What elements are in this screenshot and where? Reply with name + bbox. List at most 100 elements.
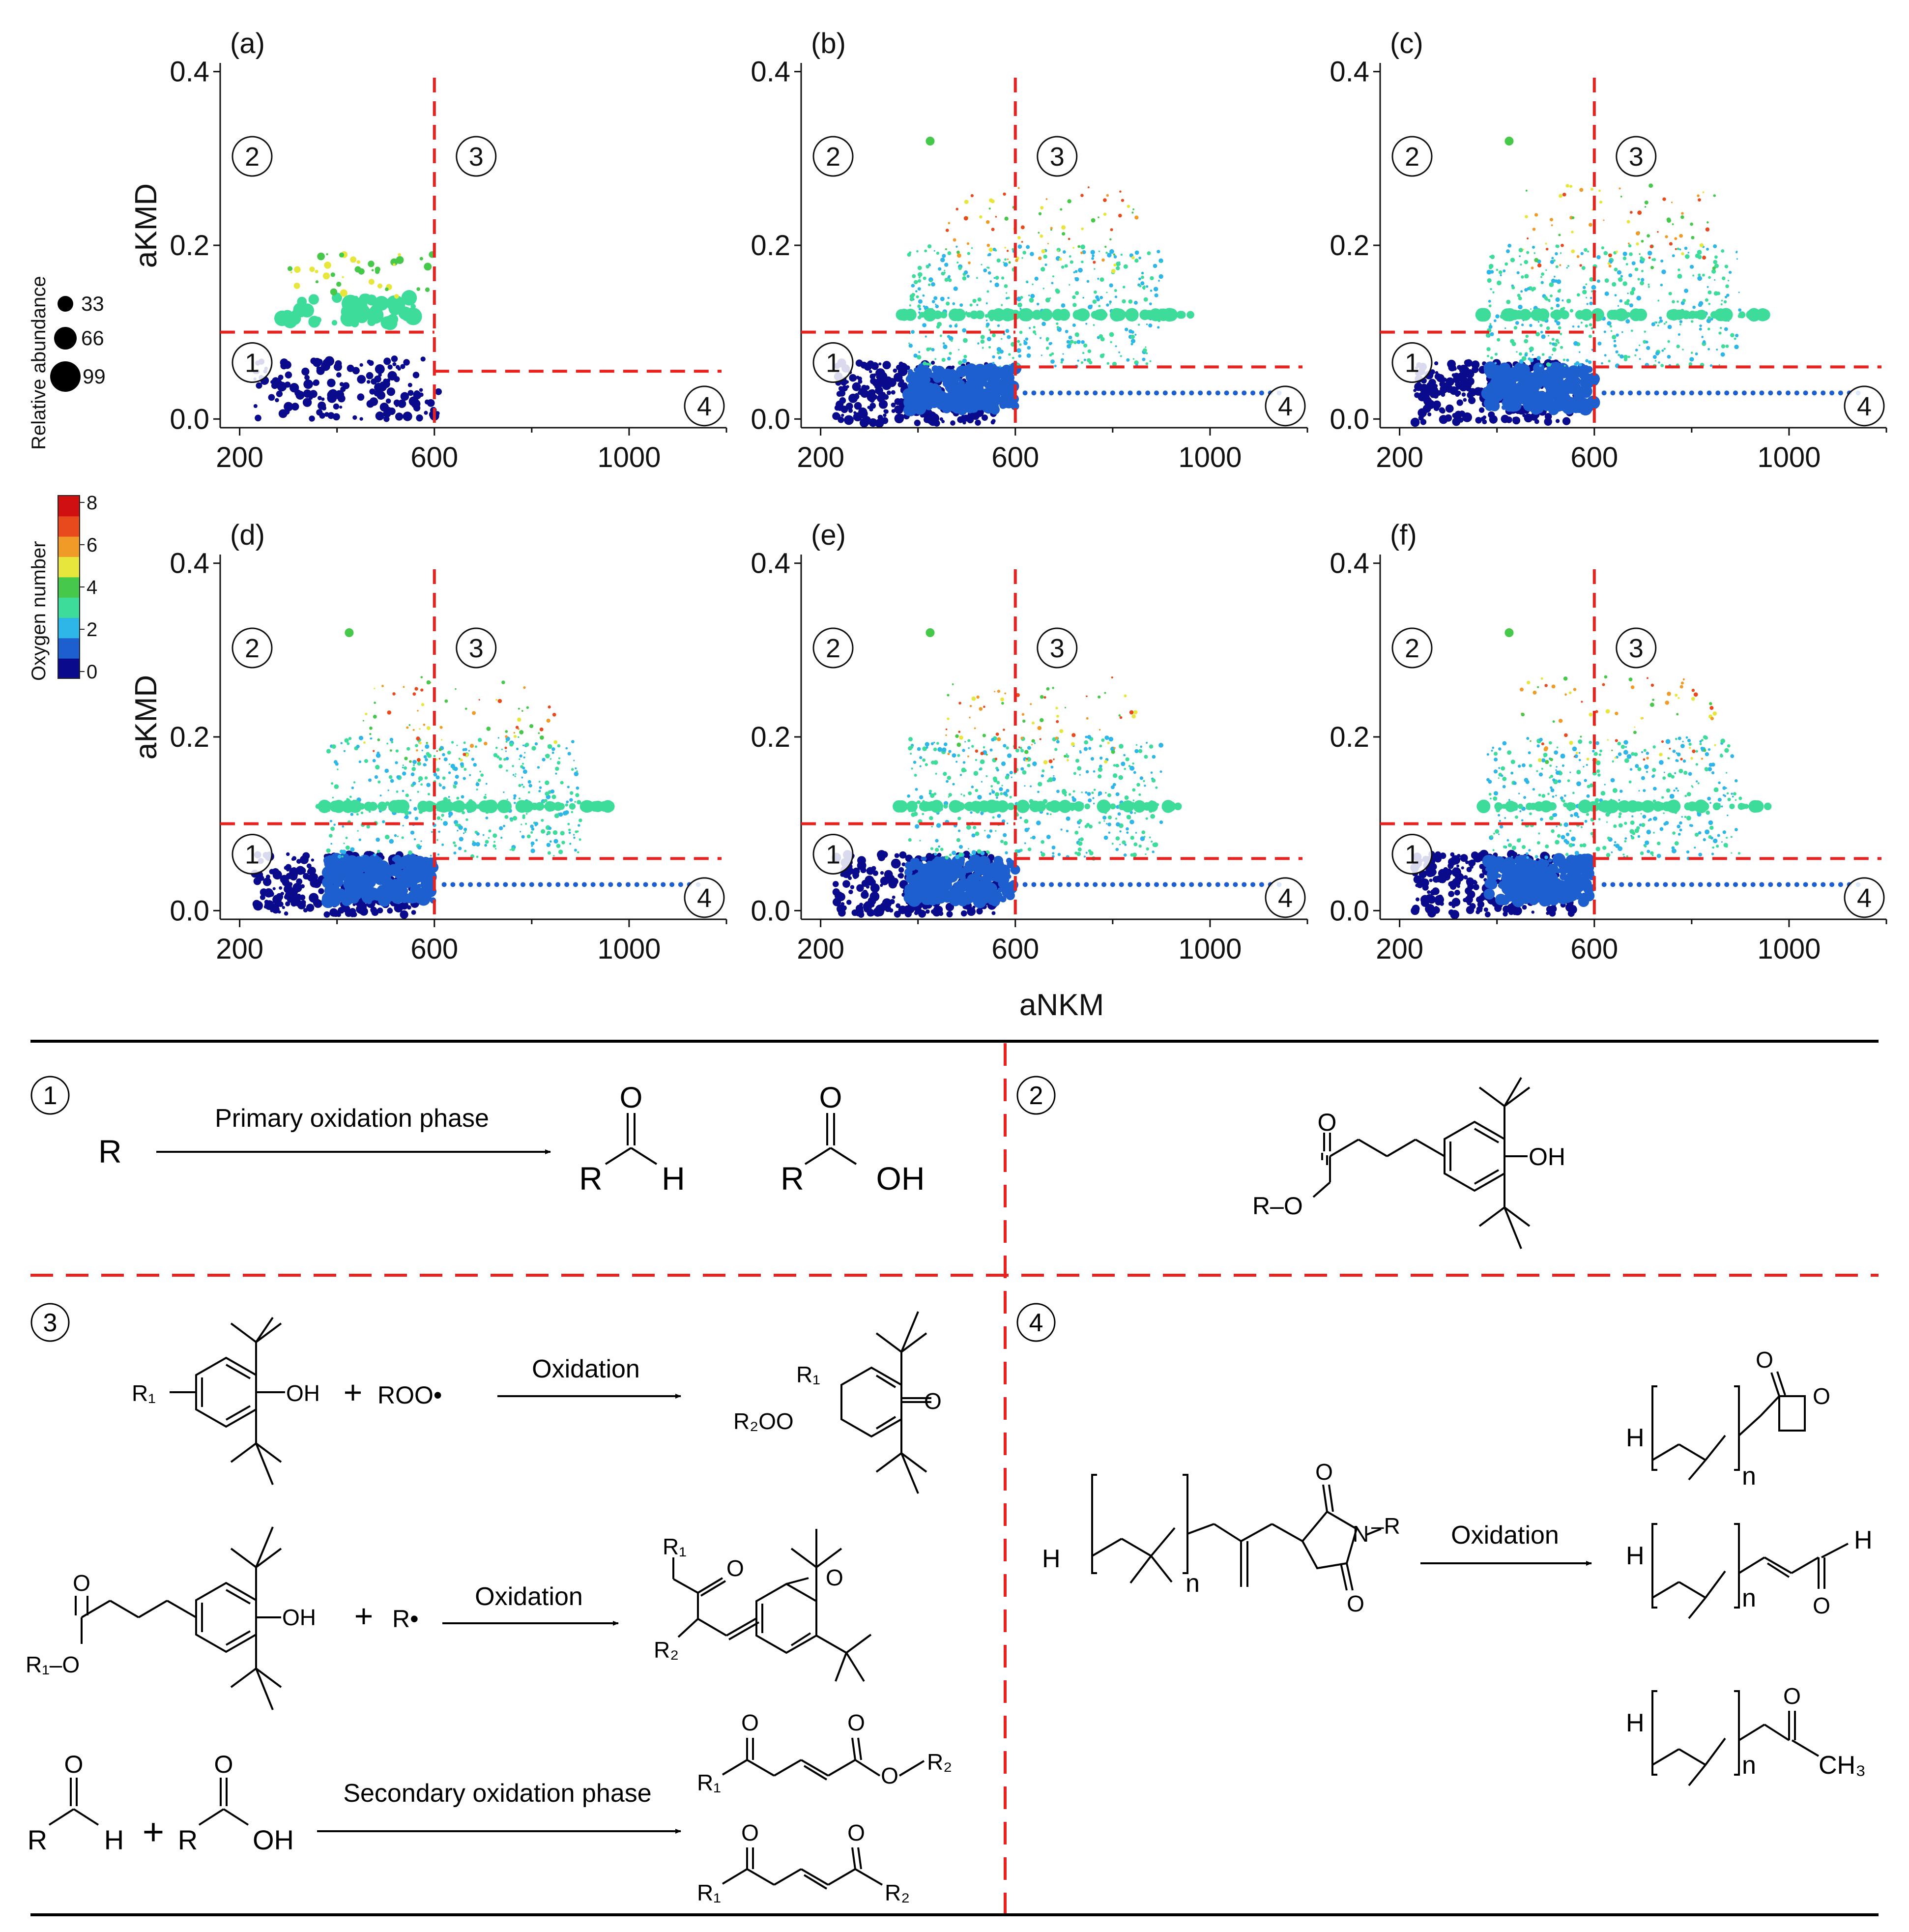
data-point (856, 912, 860, 916)
data-point (1442, 388, 1446, 392)
data-point (401, 887, 408, 894)
data-point (1692, 274, 1695, 277)
data-point (950, 339, 953, 342)
data-point (983, 705, 985, 708)
data-point (1022, 390, 1028, 396)
data-point (464, 748, 467, 751)
data-point (1093, 789, 1096, 791)
data-point (1109, 332, 1114, 337)
data-point (1056, 325, 1060, 329)
data-point (1112, 783, 1116, 787)
data-point (327, 412, 335, 419)
data-point (545, 754, 550, 759)
data-point (485, 804, 490, 809)
data-point (878, 362, 882, 366)
data-point (923, 276, 926, 280)
data-point (1498, 362, 1511, 375)
data-point (1657, 231, 1659, 233)
data-point (958, 370, 965, 377)
data-point (1026, 281, 1029, 284)
data-point (336, 372, 342, 378)
data-point (414, 865, 428, 879)
data-point (380, 415, 384, 419)
data-point (410, 304, 416, 309)
data-point (1582, 290, 1587, 294)
data-point (334, 784, 339, 790)
data-point (977, 342, 980, 345)
data-point (1636, 295, 1642, 301)
data-point (1558, 376, 1563, 382)
data-point (1083, 747, 1088, 751)
data-point (1147, 251, 1151, 256)
data-point (395, 857, 407, 870)
data-point (1114, 295, 1118, 298)
data-point (494, 882, 499, 887)
data-point (1486, 347, 1491, 351)
data-point (945, 734, 947, 736)
data-point (923, 361, 927, 366)
data-point (357, 830, 359, 832)
data-point (1578, 351, 1581, 353)
data-point (884, 870, 893, 879)
data-point (529, 882, 534, 887)
data-point (1663, 390, 1668, 396)
data-point (547, 831, 551, 835)
data-point (1004, 692, 1007, 695)
data-point (1066, 755, 1070, 758)
x-tick-label: 600 (991, 933, 1039, 965)
data-point (1698, 198, 1701, 202)
region-boundaries (220, 78, 722, 428)
data-point (564, 810, 569, 815)
data-point (1628, 390, 1633, 396)
data-point (320, 361, 330, 371)
data-point (469, 774, 471, 776)
data-point (1046, 687, 1050, 691)
data-point (1110, 803, 1116, 810)
data-point (459, 837, 463, 842)
data-point (299, 855, 309, 864)
data-point (1613, 344, 1617, 348)
data-point (1087, 792, 1091, 796)
data-point (366, 372, 374, 380)
data-point (956, 802, 965, 811)
data-point (1626, 220, 1630, 224)
data-point (1608, 359, 1611, 363)
data-point (402, 764, 404, 766)
data-point (1136, 783, 1140, 787)
data-point (1588, 360, 1592, 364)
data-point (1058, 309, 1070, 321)
data-point (1074, 277, 1079, 282)
data-point (567, 822, 570, 825)
data-point (970, 194, 974, 198)
data-point (1628, 244, 1632, 248)
data-point (1001, 761, 1006, 766)
data-point (1037, 726, 1042, 731)
data-point (522, 786, 525, 788)
data-point (913, 761, 917, 764)
data-point (264, 900, 275, 910)
data-point (1589, 323, 1592, 326)
data-point (956, 742, 961, 747)
data-point (908, 342, 910, 344)
data-point (350, 912, 355, 917)
data-point (417, 710, 419, 712)
data-point (371, 908, 379, 916)
data-point (1647, 234, 1650, 238)
x-tick-label: 600 (991, 441, 1039, 473)
data-point (1000, 392, 1012, 404)
data-point (1465, 367, 1469, 371)
region-marker: 3 (469, 142, 484, 172)
data-point (1450, 852, 1455, 857)
data-point (522, 766, 525, 770)
data-point (1598, 189, 1601, 192)
data-point (401, 290, 417, 306)
data-point (1161, 800, 1175, 813)
data-point (1516, 351, 1518, 353)
data-point (419, 388, 423, 392)
data-point (333, 823, 336, 826)
data-point (413, 764, 415, 766)
data-point (1056, 715, 1059, 718)
data-point (1601, 390, 1607, 396)
data-point (866, 867, 874, 875)
data-point (407, 382, 412, 387)
